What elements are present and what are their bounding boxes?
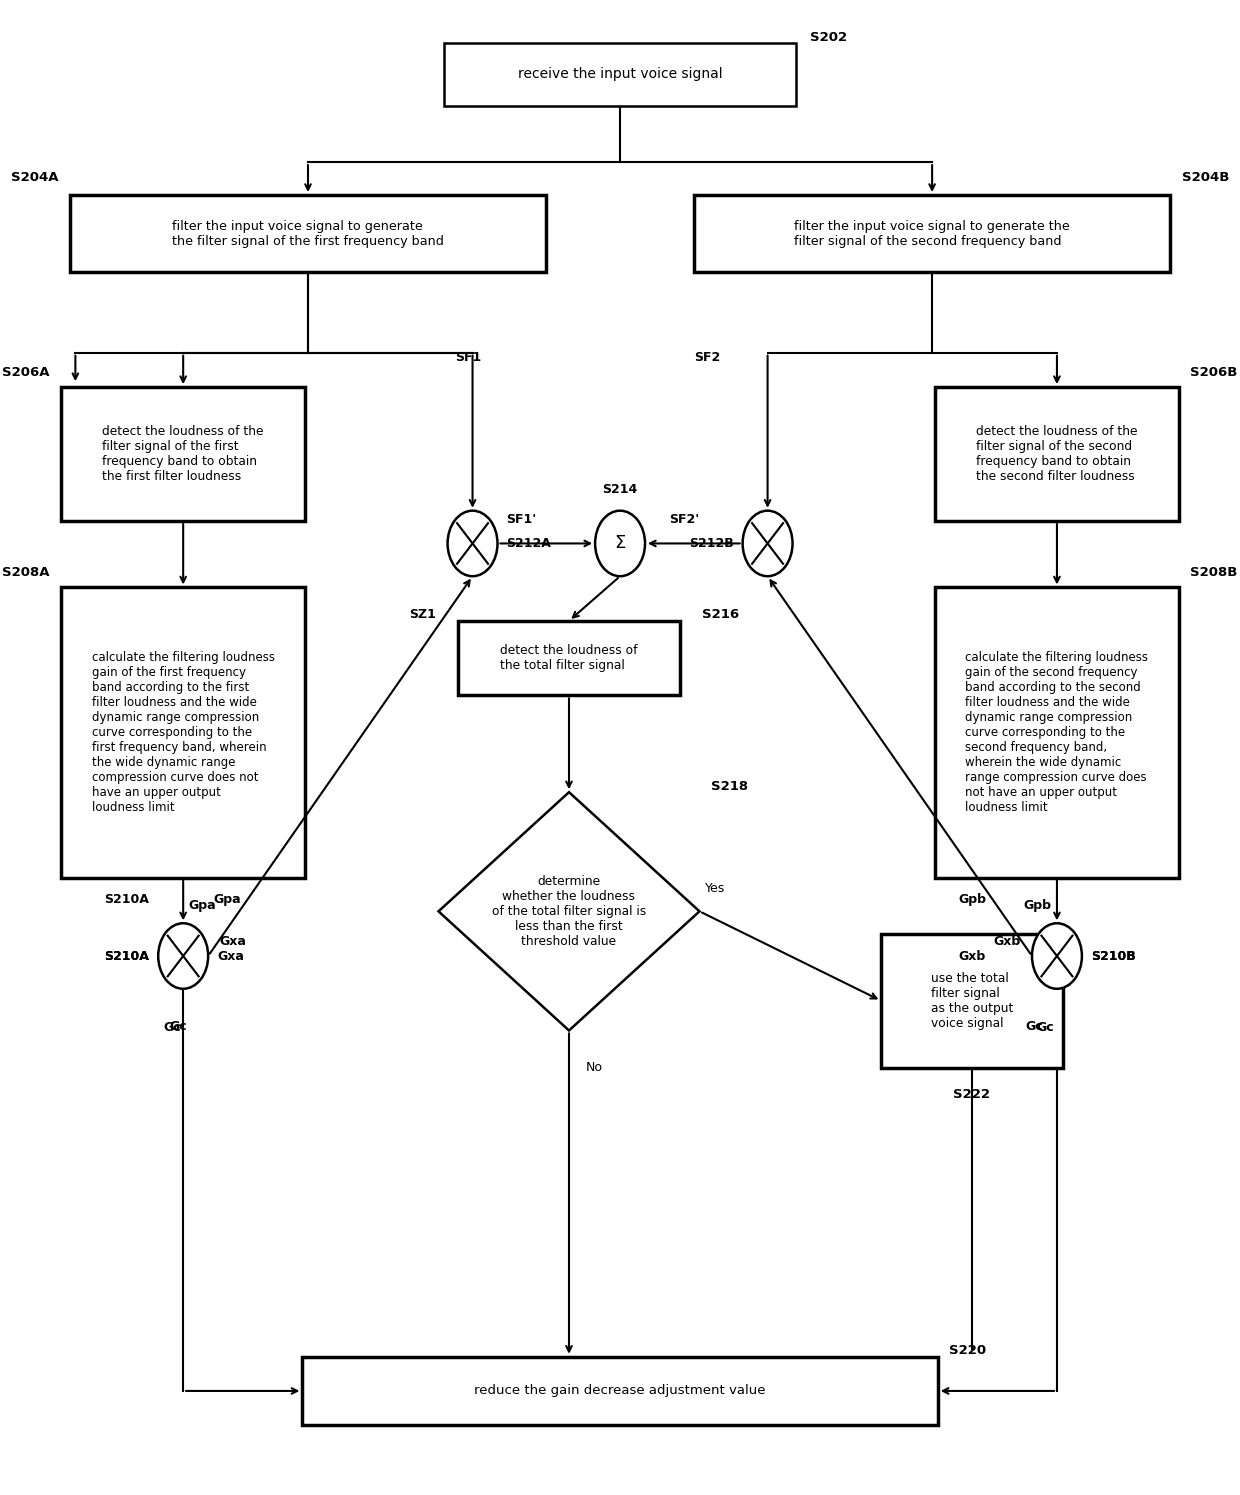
Text: Gxb: Gxb [993,934,1021,948]
Circle shape [159,924,208,988]
Text: Gpa: Gpa [188,898,217,912]
FancyBboxPatch shape [61,387,305,522]
Text: filter the input voice signal to generate the
filter signal of the second freque: filter the input voice signal to generat… [795,220,1070,248]
Circle shape [743,511,792,576]
Text: Gxa: Gxa [219,934,247,948]
Text: S206B: S206B [1190,366,1238,378]
Text: detect the loudness of
the total filter signal: detect the loudness of the total filter … [500,644,637,673]
Text: S204A: S204A [11,170,58,184]
Text: $\Sigma$: $\Sigma$ [614,534,626,553]
FancyBboxPatch shape [935,387,1179,522]
Text: Gc: Gc [1025,1020,1043,1033]
Text: S210A: S210A [104,949,149,963]
Text: S210A: S210A [104,949,149,963]
Text: No: No [587,1061,603,1075]
Text: receive the input voice signal: receive the input voice signal [518,67,723,81]
FancyBboxPatch shape [459,620,680,695]
Text: determine
whether the loudness
of the total filter signal is
less than the first: determine whether the loudness of the to… [492,875,646,948]
Text: filter the input voice signal to generate
the filter signal of the first frequen: filter the input voice signal to generat… [172,220,444,248]
Text: S202: S202 [810,30,847,43]
Text: Gc: Gc [170,1020,187,1033]
Text: Gpb: Gpb [959,893,986,906]
Text: Gc: Gc [1037,1021,1054,1035]
Circle shape [448,511,497,576]
Text: S214: S214 [603,483,637,496]
Text: S210B: S210B [1091,949,1136,963]
Text: SF2': SF2' [668,513,699,526]
Text: S222: S222 [954,1088,991,1100]
Text: S208B: S208B [1190,567,1238,579]
FancyBboxPatch shape [303,1356,937,1425]
Text: SZ1: SZ1 [409,608,435,622]
FancyBboxPatch shape [61,588,305,878]
Text: SF1': SF1' [507,513,537,526]
Text: Gpa: Gpa [213,893,242,906]
Text: reduce the gain decrease adjustment value: reduce the gain decrease adjustment valu… [475,1384,766,1398]
Text: S216: S216 [702,608,739,622]
FancyBboxPatch shape [444,43,796,106]
Text: calculate the filtering loudness
gain of the second frequency
band according to : calculate the filtering loudness gain of… [966,652,1148,815]
Polygon shape [439,792,699,1030]
Text: detect the loudness of the
filter signal of the second
frequency band to obtain
: detect the loudness of the filter signal… [976,425,1137,483]
Circle shape [595,511,645,576]
Text: S206A: S206A [2,366,50,378]
Text: use the total
filter signal
as the output
voice signal: use the total filter signal as the outpu… [931,972,1013,1030]
FancyBboxPatch shape [935,588,1179,878]
Text: S220: S220 [949,1344,986,1357]
Text: S218: S218 [711,780,748,792]
Text: S210A: S210A [104,893,149,906]
Text: detect the loudness of the
filter signal of the first
frequency band to obtain
t: detect the loudness of the filter signal… [103,425,264,483]
FancyBboxPatch shape [69,194,547,272]
Text: calculate the filtering loudness
gain of the first frequency
band according to t: calculate the filtering loudness gain of… [92,652,275,815]
Text: Gpb: Gpb [1023,898,1052,912]
FancyBboxPatch shape [882,934,1063,1067]
FancyBboxPatch shape [694,194,1171,272]
Text: S210B: S210B [1091,949,1136,963]
Circle shape [1032,924,1083,988]
Text: SF2: SF2 [694,351,720,363]
Text: Gxa: Gxa [217,949,244,963]
Text: SF1: SF1 [455,351,482,363]
Text: S208A: S208A [2,567,50,579]
Text: Gc: Gc [162,1021,181,1035]
Text: Yes: Yes [706,882,725,896]
Text: S204B: S204B [1182,170,1229,184]
Text: S212B: S212B [688,537,734,550]
Text: S212A: S212A [507,537,552,550]
Text: Gxb: Gxb [959,949,986,963]
